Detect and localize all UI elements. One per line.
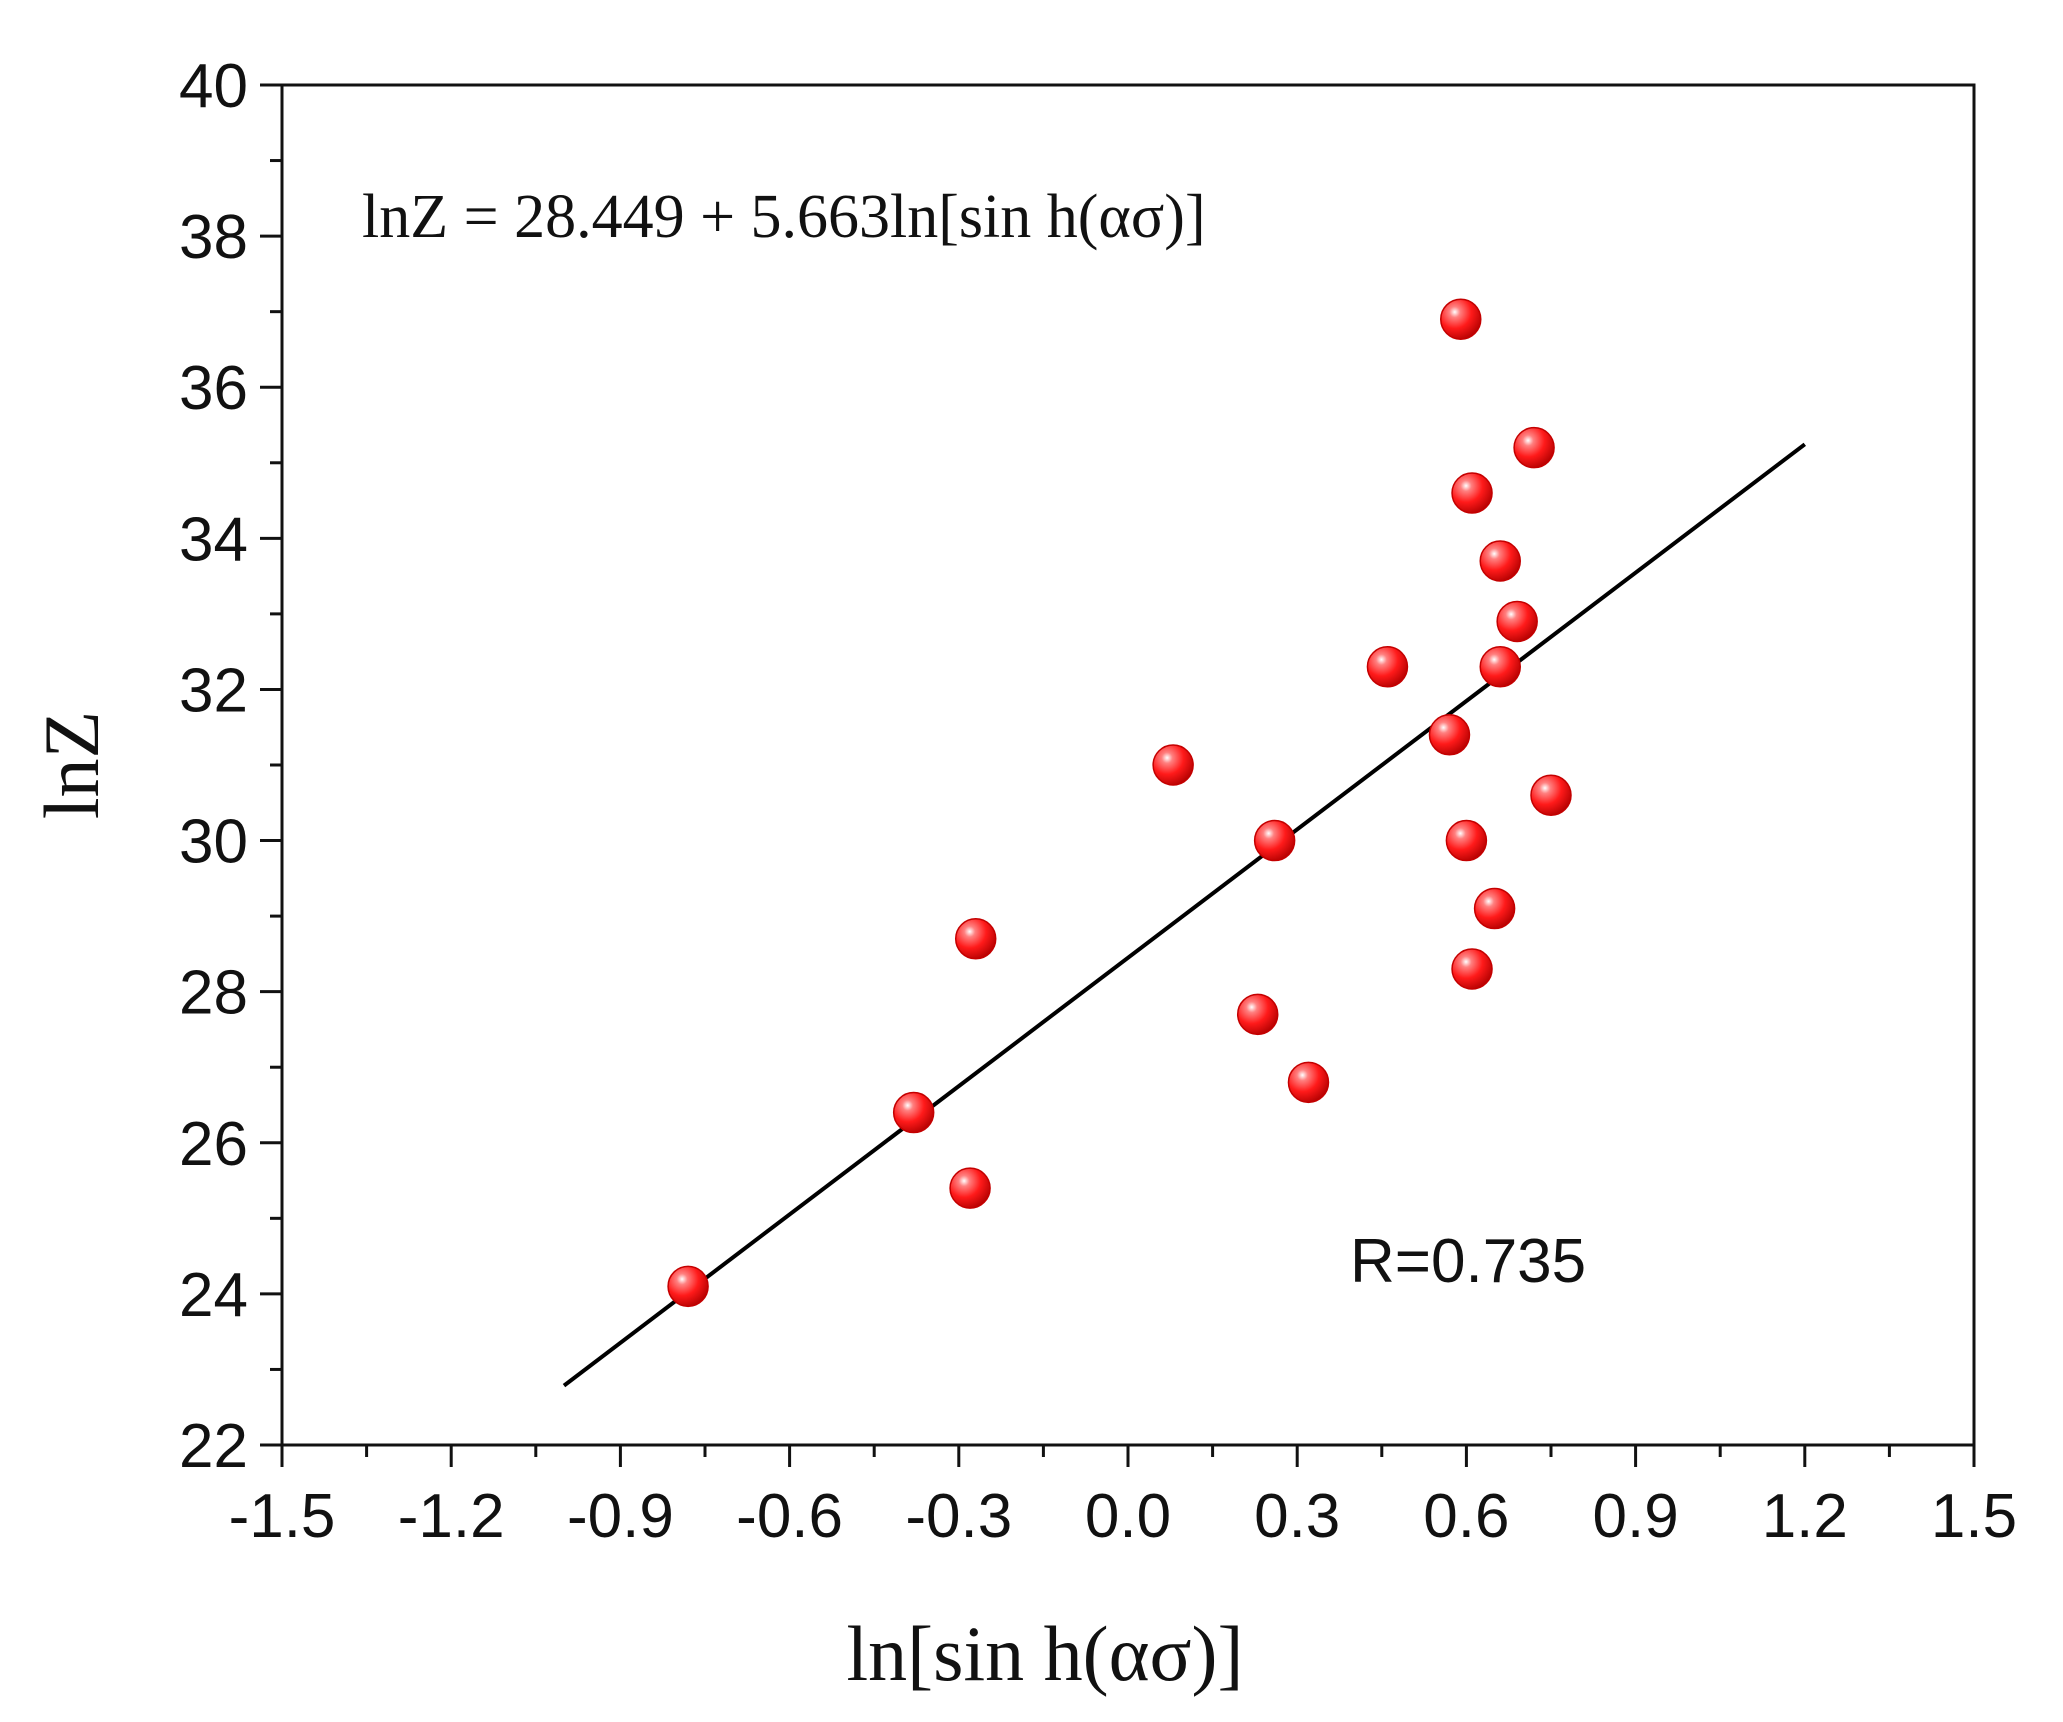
scatter-point [1445, 819, 1488, 862]
x-tick-label: -0.6 [736, 1482, 843, 1551]
scatter-point [1473, 887, 1516, 930]
scatter-point [954, 918, 997, 960]
r-value-label: R=0.735 [1350, 1227, 1586, 1296]
y-tick-label: 28 [179, 959, 248, 1028]
scatter-point [1451, 948, 1493, 990]
scatter-point [1253, 819, 1296, 862]
scatter-point [1479, 646, 1521, 688]
y-tick-label: 26 [179, 1110, 248, 1179]
x-tick-label: 0.0 [1085, 1482, 1171, 1551]
scatter-point [892, 1091, 935, 1134]
y-tick-label: 30 [179, 808, 248, 877]
x-tick-label: 1.5 [1931, 1482, 2017, 1551]
scatter-point [1479, 540, 1521, 582]
scatter-point [1287, 1061, 1330, 1104]
scatter-point [1236, 993, 1279, 1036]
scatter-point [1152, 744, 1194, 786]
x-tick-label: -0.9 [567, 1482, 674, 1551]
x-tick-label: 0.6 [1423, 1482, 1509, 1551]
y-tick-label: 38 [179, 203, 248, 272]
y-tick-label: 32 [179, 656, 248, 725]
scatter-point [1366, 646, 1409, 688]
scatter-point [1496, 600, 1538, 643]
y-tick-label: 40 [179, 52, 248, 121]
scatter-point [1428, 714, 1471, 756]
scatter-point [1440, 298, 1482, 340]
scatter-point [1530, 774, 1572, 816]
x-tick-label: 1.2 [1762, 1482, 1848, 1551]
x-tick-label: -1.2 [398, 1482, 505, 1551]
x-axis: -1.5 -1.2 -0.9 -0.6 -0.3 0.0 0.3 0.6 0.9 1.2 1.5 [229, 1445, 2017, 1551]
y-tick-label: 36 [179, 354, 248, 423]
data-points [667, 298, 1572, 1308]
x-tick-label: -1.5 [229, 1482, 336, 1551]
x-tick-label: 0.9 [1592, 1482, 1678, 1551]
x-tick-label: 0.3 [1254, 1482, 1340, 1551]
x-tick-label: -0.3 [905, 1482, 1012, 1551]
x-axis-title: ln[sin h(ασ)] [846, 1610, 1243, 1697]
y-axis: 22 24 26 28 30 32 34 36 38 40 [179, 52, 282, 1481]
scatter-point [1451, 472, 1493, 514]
scatter-point [949, 1167, 991, 1209]
fit-equation: lnZ = 28.449 + 5.663ln[sin h(ασ)] [362, 183, 1206, 251]
y-tick-label: 34 [179, 505, 248, 574]
y-tick-label: 22 [179, 1412, 248, 1481]
y-tick-label: 24 [179, 1261, 248, 1330]
fit-line [562, 442, 1807, 1388]
plot-frame [280, 83, 1976, 1447]
y-axis-title: lnZ [28, 711, 115, 819]
scatter-point [1513, 426, 1555, 469]
scatter-point [667, 1265, 709, 1308]
